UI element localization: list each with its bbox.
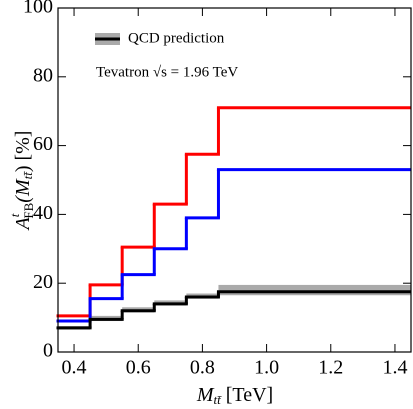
x-tick-label: 1.2 bbox=[318, 357, 343, 379]
y-label-main: A bbox=[12, 216, 34, 231]
x-label-sub: tt̄ bbox=[213, 392, 222, 407]
y-label-sub: FB bbox=[21, 202, 36, 218]
legend-label: QCD prediction bbox=[128, 30, 225, 46]
y-tick-label: 60 bbox=[33, 133, 53, 155]
y-tick-label: 80 bbox=[33, 64, 53, 86]
y-label-arg-sub: tt̄ bbox=[20, 170, 35, 179]
x-label-unit: [TeV] bbox=[221, 384, 273, 406]
y-label-unit: ) [%] bbox=[12, 131, 34, 173]
plot-frame bbox=[57, 7, 412, 353]
x-axis-label: Mtt̄ [TeV] bbox=[196, 384, 273, 407]
y-tick-label: 0 bbox=[43, 340, 53, 362]
y-tick-label: 20 bbox=[33, 271, 53, 293]
annotation: Tevatron √s = 1.96 TeV bbox=[96, 64, 238, 80]
x-tick-label: 0.4 bbox=[62, 357, 87, 379]
x-tick-label: 0.8 bbox=[190, 357, 215, 379]
y-tick-label: 100 bbox=[23, 0, 53, 18]
x-tick-label: 1.0 bbox=[254, 357, 279, 379]
x-tick-label: 1.4 bbox=[382, 357, 407, 379]
uncertainty-band bbox=[218, 284, 411, 296]
x-label-main: M bbox=[196, 384, 215, 406]
y-axis-label: AtFB(Mtt̄) [%] bbox=[7, 131, 36, 232]
x-tick-label: 0.6 bbox=[126, 357, 151, 379]
y-tick-label: 40 bbox=[33, 202, 53, 224]
y-label-arg: (M bbox=[12, 178, 34, 203]
y-label-sup: t bbox=[7, 213, 22, 217]
